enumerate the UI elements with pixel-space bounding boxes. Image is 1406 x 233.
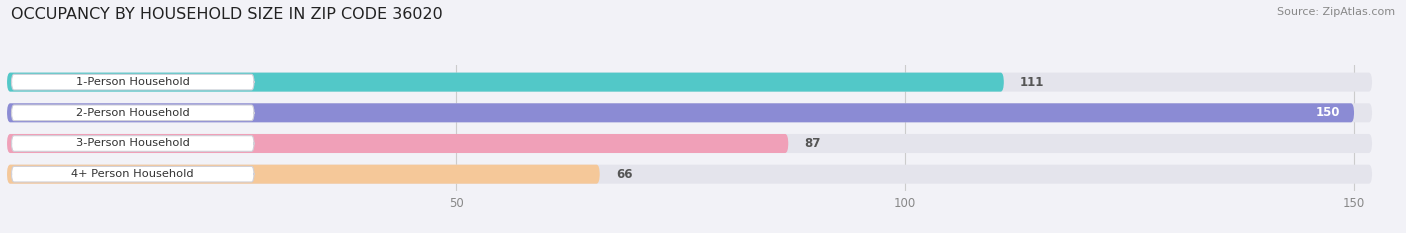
FancyBboxPatch shape xyxy=(11,74,254,90)
FancyBboxPatch shape xyxy=(7,165,1372,184)
Text: Source: ZipAtlas.com: Source: ZipAtlas.com xyxy=(1277,7,1395,17)
FancyBboxPatch shape xyxy=(7,73,1372,92)
Text: 66: 66 xyxy=(616,168,633,181)
FancyBboxPatch shape xyxy=(7,134,1372,153)
Text: 4+ Person Household: 4+ Person Household xyxy=(72,169,194,179)
Text: 1-Person Household: 1-Person Household xyxy=(76,77,190,87)
FancyBboxPatch shape xyxy=(11,105,254,121)
Text: 87: 87 xyxy=(804,137,821,150)
FancyBboxPatch shape xyxy=(11,136,254,151)
FancyBboxPatch shape xyxy=(7,73,1004,92)
FancyBboxPatch shape xyxy=(7,134,789,153)
FancyBboxPatch shape xyxy=(7,103,1372,122)
Text: 3-Person Household: 3-Person Household xyxy=(76,138,190,148)
Text: 150: 150 xyxy=(1316,106,1340,119)
Text: 111: 111 xyxy=(1019,76,1045,89)
Text: OCCUPANCY BY HOUSEHOLD SIZE IN ZIP CODE 36020: OCCUPANCY BY HOUSEHOLD SIZE IN ZIP CODE … xyxy=(11,7,443,22)
FancyBboxPatch shape xyxy=(7,103,1354,122)
Text: 2-Person Household: 2-Person Household xyxy=(76,108,190,118)
FancyBboxPatch shape xyxy=(11,166,254,182)
FancyBboxPatch shape xyxy=(7,165,600,184)
